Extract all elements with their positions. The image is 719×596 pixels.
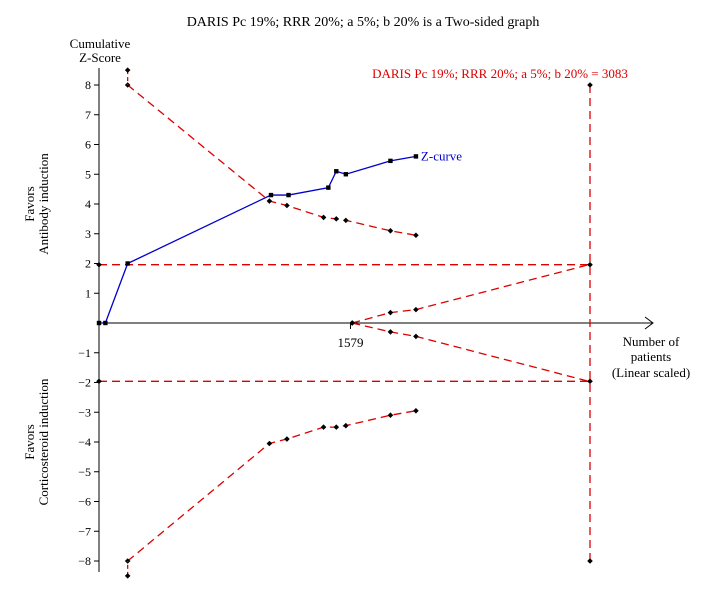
futility-boundary-lower-point — [349, 320, 356, 326]
z-curve-label: Z-curve — [421, 148, 462, 163]
conventional-boundary-point — [96, 378, 102, 385]
y-tick-label: −5 — [78, 465, 91, 479]
x-tick-label: 1579 — [337, 335, 363, 350]
monitoring-boundary-lower-point — [284, 436, 290, 442]
monitoring-boundary-lower-point — [320, 424, 327, 430]
y-tick-label: −2 — [78, 376, 91, 390]
monitoring-boundary-upper-point — [266, 198, 273, 204]
futility-boundary-upper-point — [413, 306, 419, 313]
futility-boundary-lower-point — [387, 329, 394, 335]
y-tick-label: 7 — [85, 108, 91, 122]
monitoring-boundary-lower — [127, 410, 417, 562]
x-axis-label-line2: patients — [631, 349, 671, 364]
z-curve-point — [326, 185, 331, 190]
monitoring-boundary-upper-point — [333, 216, 340, 222]
monitoring-boundary-upper-point — [387, 227, 394, 234]
futility-boundary-lower-point — [413, 333, 419, 340]
futility-boundary-upper-point — [387, 309, 394, 316]
daris-line-endpoint — [587, 82, 593, 88]
y-axis-label-line1: Cumulative — [70, 36, 131, 51]
y-tick-label: 2 — [85, 257, 91, 271]
y-tick-label: 4 — [85, 197, 91, 211]
favors-bottom-line1: Favors — [22, 424, 37, 459]
y-tick-label: −4 — [78, 435, 91, 449]
monitoring-boundary-lower-point — [413, 407, 419, 414]
monitoring-boundary-upper — [127, 84, 417, 236]
z-curve-point — [125, 261, 130, 266]
y-tick-label: −1 — [78, 346, 91, 360]
conventional-boundary-point — [587, 378, 593, 385]
axes: 8 7 6 5 4 3 2 1 −1 −2 −3 −4 −5 −6 −7 −8 1579 — [78, 68, 654, 572]
y-tick-label: 8 — [85, 78, 91, 92]
y-tick-label: 6 — [85, 138, 91, 152]
z-curve-point — [334, 169, 339, 174]
monitoring-lower-extra-point — [124, 573, 131, 579]
z-curve-point — [103, 320, 108, 326]
y-tick-label: −7 — [78, 524, 91, 538]
x-axis-arrow — [644, 316, 654, 330]
monitoring-boundary-upper-point — [343, 217, 349, 224]
marks: Z-curve — [96, 67, 593, 579]
favors-top-line2: Antibody induction — [36, 153, 51, 255]
daris-line-endpoint — [587, 558, 593, 564]
chart-title: DARIS Pc 19%; RRR 20%; a 5%; b 20% is a … — [187, 15, 540, 30]
z-curve-point — [388, 158, 393, 164]
z-curve-point — [413, 154, 419, 159]
favors-top-line1: Favors — [22, 186, 37, 221]
monitoring-boundary-upper-point — [413, 232, 419, 239]
futility-boundary-upper — [352, 263, 591, 324]
monitoring-boundary-upper-point — [284, 202, 290, 209]
x-axis-label-line1: Number of — [623, 334, 680, 349]
conventional-boundary-point — [587, 261, 593, 268]
z-curve-point — [268, 192, 274, 198]
y-tick-label: 5 — [85, 167, 91, 181]
monitoring-boundary-upper-point — [320, 214, 327, 221]
y-tick-label: −3 — [78, 405, 91, 419]
monitoring-boundary-lower-point — [333, 424, 340, 430]
favors-bottom-line2: Corticosteroid induction — [36, 378, 51, 505]
z-curve-point — [96, 320, 102, 326]
z-curve-point — [286, 192, 291, 198]
y-tick-label: −6 — [78, 495, 91, 509]
monitoring-upper-extra-point — [124, 67, 131, 73]
y-tick-label: −8 — [78, 554, 91, 568]
monitoring-boundary-lower-point — [387, 412, 394, 419]
conventional-boundary-point — [96, 261, 102, 268]
futility-boundary-lower — [352, 322, 591, 383]
monitoring-boundary-lower-point — [343, 422, 349, 429]
daris-label: DARIS Pc 19%; RRR 20%; a 5%; b 20% = 308… — [372, 66, 628, 81]
y-tick-label: 1 — [85, 286, 91, 300]
y-tick-label: 3 — [85, 227, 91, 241]
x-axis-label-line3: (Linear scaled) — [612, 365, 690, 380]
z-curve-point — [343, 172, 349, 177]
y-axis-label-line2: Z-Score — [79, 50, 121, 65]
monitoring-boundary-lower-point — [266, 440, 273, 447]
z-curve-line — [99, 155, 417, 324]
